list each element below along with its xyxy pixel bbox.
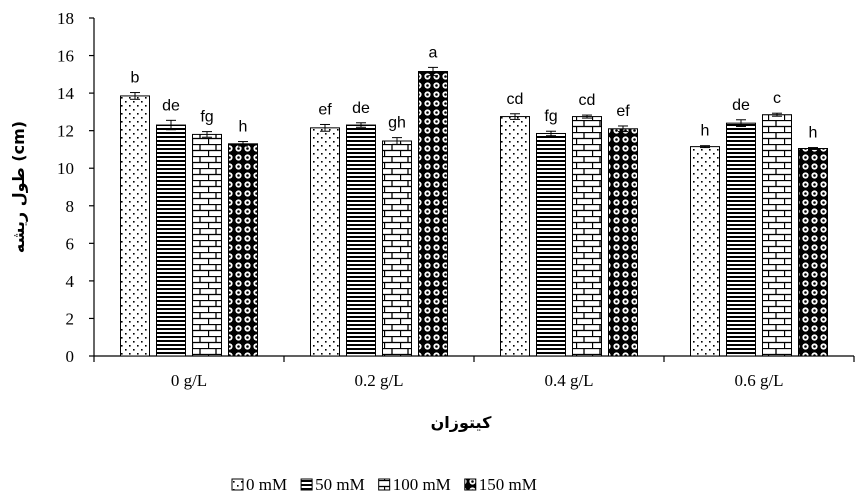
y-tick-label: 6 xyxy=(66,234,75,253)
data-label: de xyxy=(162,97,180,114)
y-tick-label: 10 xyxy=(57,159,74,178)
bar xyxy=(192,133,222,357)
data-label: cd xyxy=(579,92,596,109)
legend-swatch xyxy=(464,478,477,491)
bar xyxy=(608,128,638,357)
bar-labels: b ef cd h de de fg de fg gh cd c h a ef h xyxy=(131,44,818,141)
data-label: a xyxy=(429,44,438,61)
y-tick-label: 18 xyxy=(57,9,74,28)
bar xyxy=(156,124,186,357)
data-label: ef xyxy=(616,103,630,120)
data-label: de xyxy=(352,100,370,117)
y-tick-label: 14 xyxy=(57,84,75,103)
x-tick-label: 0.6 g/L xyxy=(734,371,783,390)
bar xyxy=(798,148,828,357)
legend-item: 100 mM xyxy=(378,475,451,494)
data-label: de xyxy=(732,97,750,114)
bar xyxy=(726,122,756,357)
bar xyxy=(762,114,792,357)
bar xyxy=(690,146,720,357)
data-label: c xyxy=(773,90,781,107)
bar xyxy=(346,124,376,357)
legend-label: 50 mM xyxy=(315,475,365,494)
legend-label: 0 mM xyxy=(246,475,287,494)
y-tick-label: 2 xyxy=(66,309,75,328)
y-tick-label: 4 xyxy=(66,272,75,291)
y-tick-label: 16 xyxy=(57,47,74,66)
y-ticks: 0 2 4 6 8 10 12 14 16 18 xyxy=(57,9,94,366)
y-tick-label: 0 xyxy=(66,347,75,366)
legend-item: 0 mM xyxy=(231,475,287,494)
data-label: fg xyxy=(544,108,557,125)
legend-item: 150 mM xyxy=(464,475,537,494)
data-label: b xyxy=(131,70,140,87)
data-label: fg xyxy=(200,109,213,126)
legend: 0 mM 50 mM 100 mM 150 mM xyxy=(231,475,537,494)
x-tick-label: 0.2 g/L xyxy=(354,371,403,390)
x-ticks: 0 g/L 0.2 g/L 0.4 g/L 0.6 g/L xyxy=(93,356,855,390)
legend-label: 100 mM xyxy=(393,475,451,494)
bars xyxy=(120,66,828,357)
legend-item: 50 mM xyxy=(300,475,365,494)
legend-swatch xyxy=(378,478,391,491)
bar xyxy=(120,95,150,357)
legend-label: 150 mM xyxy=(479,475,537,494)
x-axis-title: کیتوزان xyxy=(431,413,492,432)
bar xyxy=(228,143,258,357)
y-tick-label: 8 xyxy=(66,197,75,216)
x-tick-label: 0 g/L xyxy=(171,371,207,390)
bar xyxy=(536,132,566,357)
bar xyxy=(310,127,340,357)
data-label: ef xyxy=(318,101,332,118)
bar xyxy=(418,71,448,357)
bar xyxy=(500,116,530,357)
x-tick-label: 0.4 g/L xyxy=(544,371,593,390)
legend-swatch xyxy=(231,478,244,491)
data-label: gh xyxy=(388,115,406,132)
data-label: h xyxy=(239,119,248,136)
data-label: cd xyxy=(507,91,524,108)
data-label: h xyxy=(701,123,710,140)
bar xyxy=(382,140,412,357)
bar xyxy=(572,116,602,357)
data-label: h xyxy=(809,125,818,142)
y-axis-title: طول ریشه (cm) xyxy=(9,121,28,253)
y-tick-label: 12 xyxy=(57,122,74,141)
legend-swatch xyxy=(300,478,313,491)
